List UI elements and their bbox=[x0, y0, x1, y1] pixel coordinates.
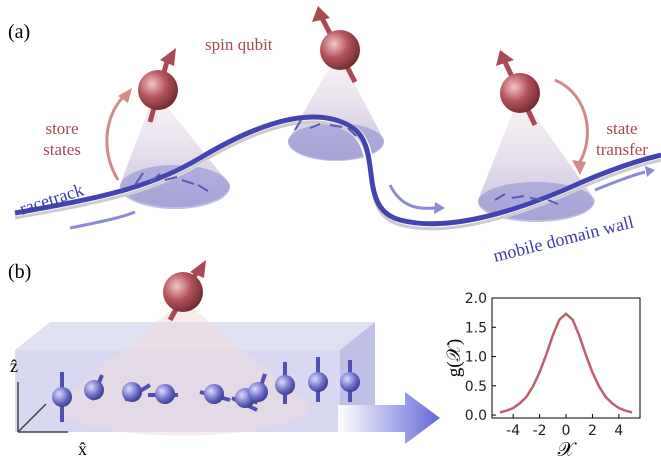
axis-label: ẑ bbox=[10, 356, 18, 376]
y-tick-label: 1.5 bbox=[465, 320, 487, 336]
y-tick-label: 2.0 bbox=[465, 291, 487, 307]
plot-frame bbox=[492, 298, 640, 418]
x-axis-label: 𝒳 bbox=[557, 439, 577, 459]
x-tick-label: 4 bbox=[614, 423, 623, 439]
illustration-b bbox=[15, 260, 440, 444]
y-tick-label: 1.0 bbox=[465, 350, 487, 366]
curve bbox=[500, 314, 632, 413]
illustration-a bbox=[15, 6, 661, 229]
y-tick-label: 0.5 bbox=[465, 379, 487, 395]
annotation: state bbox=[606, 119, 637, 138]
annotation: transfer bbox=[596, 140, 648, 159]
y-tick-label: 0.0 bbox=[465, 408, 487, 424]
x-tick-label: 2 bbox=[588, 423, 597, 439]
axis-label: x̂ bbox=[78, 439, 87, 459]
y-axis-label: g(𝒳) bbox=[444, 339, 465, 378]
x-tick-label: -2 bbox=[533, 423, 547, 439]
panel-label: (b) bbox=[8, 261, 31, 283]
figure: (a) spin qubit store states state transf… bbox=[0, 0, 661, 459]
x-tick-label: -4 bbox=[506, 423, 520, 439]
x-tick-label: 0 bbox=[562, 423, 571, 439]
annotation: states bbox=[43, 140, 81, 159]
annotation: store bbox=[45, 119, 78, 138]
inset-plot: 0.0 0.5 1.0 1.5 2.0 -4 -2 0 2 4 𝒳g(𝒳) bbox=[444, 291, 640, 459]
panel-label: (a) bbox=[8, 21, 30, 43]
annotation: spin qubit bbox=[205, 35, 273, 54]
